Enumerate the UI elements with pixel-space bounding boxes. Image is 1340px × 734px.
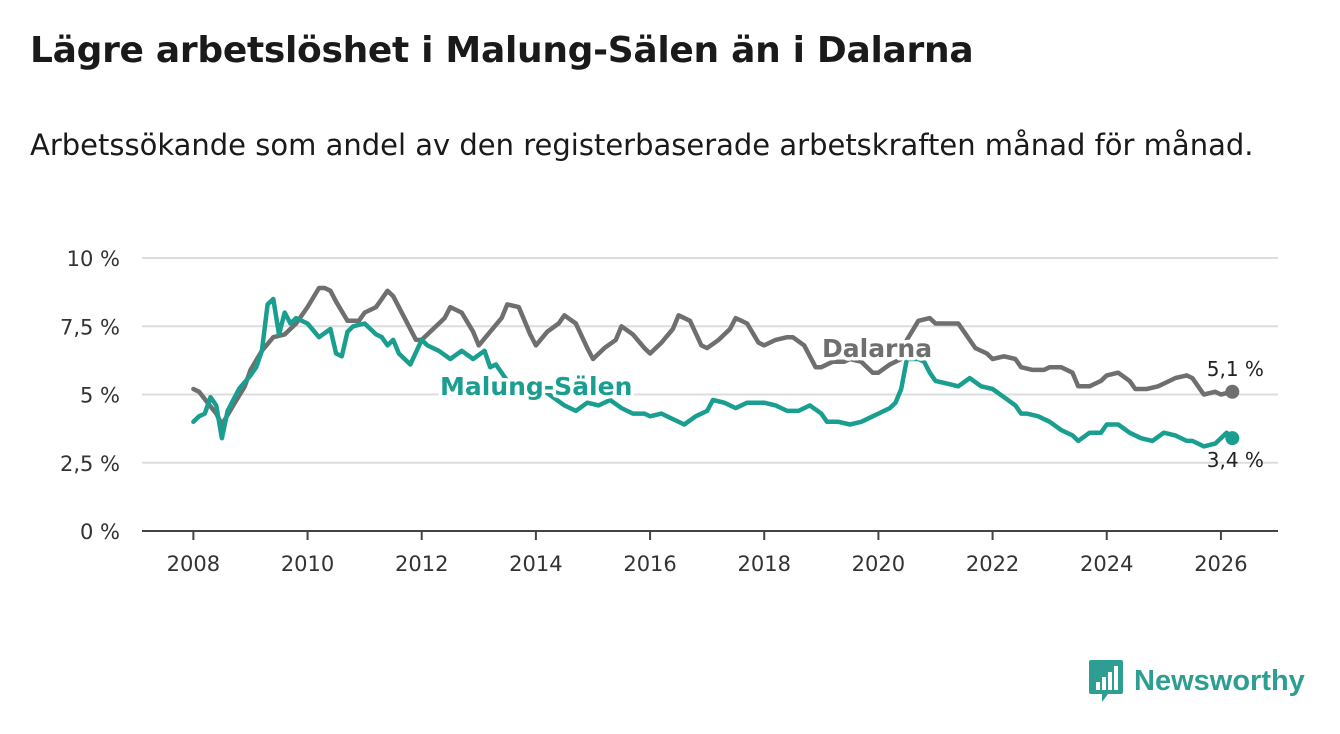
x-tick-label: 2012	[395, 552, 448, 576]
bar-chart-icon	[1089, 660, 1123, 702]
dalarna-line	[191, 285, 1235, 427]
x-tick-label: 2008	[167, 552, 220, 576]
brand-name: Newsworthy	[1134, 664, 1305, 697]
x-tick-label: 2016	[623, 552, 676, 576]
gridlines	[142, 257, 1278, 540]
x-tick-label: 2018	[738, 552, 791, 576]
malung-salen-series-label: Malung-Sälen	[440, 372, 632, 401]
x-tick-label: 2020	[852, 552, 905, 576]
dalarna-end-value: 5,1 %	[1207, 357, 1264, 381]
y-tick-label: 5 %	[80, 384, 120, 408]
x-tick-label: 2024	[1080, 552, 1133, 576]
dalarna-series-label: Dalarna	[822, 334, 932, 363]
x-tick-label: 2026	[1194, 552, 1247, 576]
y-tick-label: 10 %	[67, 247, 120, 271]
y-tick-label: 0 %	[80, 520, 120, 544]
series-lines	[191, 285, 1240, 449]
malung-salen-end-value: 3,4 %	[1207, 448, 1264, 472]
x-tick-label: 2014	[509, 552, 562, 576]
malung-salen-line	[191, 296, 1235, 449]
x-tick-label: 2022	[966, 552, 1019, 576]
x-tick-label: 2010	[281, 552, 334, 576]
labels: 0 % 2,5 % 5 % 7,5 % 10 % 2008 2010 2012 2014 2016…	[60, 247, 1264, 576]
chart-subtitle: Arbetssökande som andel av den registerb…	[30, 128, 1254, 162]
dalarna-end-point	[1225, 384, 1240, 399]
y-tick-label: 7,5 %	[60, 315, 120, 339]
newsworthy-logo: Newsworthy	[1088, 658, 1305, 704]
y-tick-label: 2,5 %	[60, 452, 120, 476]
malung-salen-end-point	[1225, 431, 1240, 446]
chart-title: Lägre arbetslöshet i Malung-Sälen än i D…	[30, 30, 974, 71]
